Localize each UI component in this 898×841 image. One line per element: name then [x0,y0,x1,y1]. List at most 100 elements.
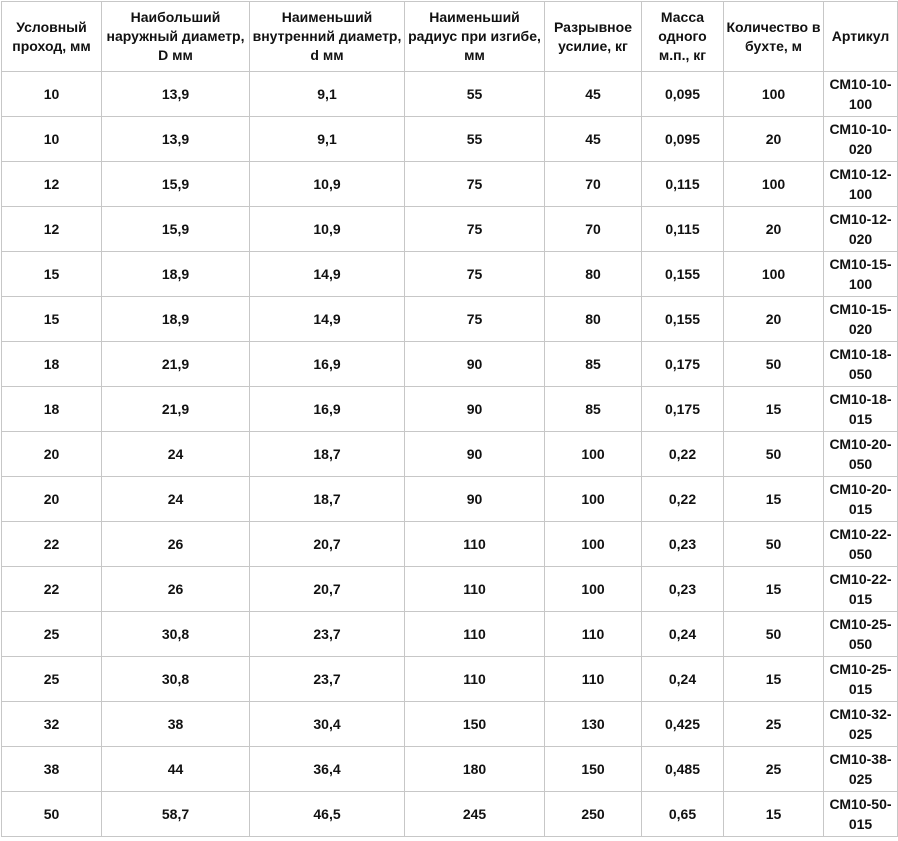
table-cell: 110 [404,521,545,567]
table-cell: 13,9 [101,71,250,117]
table-cell: 250 [544,791,642,837]
table-cell: 100 [544,476,642,522]
table-cell: 12 [1,161,102,207]
table-row: 10 13,9 9,1 55 45 0,095 100 СМ10-10-100 [1,71,898,117]
table-cell: 20 [1,476,102,522]
table-cell: 100 [723,251,824,297]
table-cell: 25 [723,701,824,747]
table-cell: 30,8 [101,656,250,702]
table-cell: 85 [544,341,642,387]
article-cell: СМ10-12-020 [823,206,898,252]
article-cell: СМ10-10-100 [823,71,898,117]
table-row: 22 26 20,7 110 100 0,23 50 СМ10-22-050 [1,521,898,567]
table-cell: 0,115 [641,206,724,252]
table-cell: 90 [404,476,545,522]
table-cell: 12 [1,206,102,252]
header-cell: Артикул [823,1,898,72]
article-cell: СМ10-18-015 [823,386,898,432]
table-cell: 100 [723,71,824,117]
table-cell: 24 [101,431,250,477]
table-row: 38 44 36,4 180 150 0,485 25 СМ10-38-025 [1,746,898,792]
table-cell: 110 [404,656,545,702]
table-cell: 110 [544,611,642,657]
table-cell: 110 [404,566,545,612]
header-cell: Наименьший внутренний диаметр, d мм [249,1,405,72]
table-cell: 26 [101,521,250,567]
table-cell: 10 [1,71,102,117]
table-cell: 38 [101,701,250,747]
table-row: 22 26 20,7 110 100 0,23 15 СМ10-22-015 [1,566,898,612]
table-cell: 0,175 [641,341,724,387]
table-cell: 75 [404,251,545,297]
table-cell: 45 [544,71,642,117]
table-cell: 0,115 [641,161,724,207]
table-cell: 22 [1,521,102,567]
table-cell: 18 [1,386,102,432]
table-cell: 100 [544,521,642,567]
table-row: 20 24 18,7 90 100 0,22 15 СМ10-20-015 [1,476,898,522]
table-cell: 20,7 [249,521,405,567]
table-cell: 21,9 [101,386,250,432]
table-cell: 150 [544,746,642,792]
table-cell: 20 [1,431,102,477]
table-cell: 100 [723,161,824,207]
table-cell: 46,5 [249,791,405,837]
table-row: 12 15,9 10,9 75 70 0,115 20 СМ10-12-020 [1,206,898,252]
table-cell: 22 [1,566,102,612]
table-cell: 30,8 [101,611,250,657]
table-cell: 0,23 [641,521,724,567]
table-cell: 80 [544,251,642,297]
table-cell: 0,155 [641,251,724,297]
table-row: 18 21,9 16,9 90 85 0,175 15 СМ10-18-015 [1,386,898,432]
table-cell: 110 [404,611,545,657]
table-cell: 18 [1,341,102,387]
article-cell: СМ10-15-100 [823,251,898,297]
article-cell: СМ10-32-025 [823,701,898,747]
table-cell: 13,9 [101,116,250,162]
article-cell: СМ10-12-100 [823,161,898,207]
table-cell: 85 [544,386,642,432]
table-row: 32 38 30,4 150 130 0,425 25 СМ10-32-025 [1,701,898,747]
article-cell: СМ10-22-015 [823,566,898,612]
table-cell: 150 [404,701,545,747]
table-cell: 55 [404,71,545,117]
table-cell: 23,7 [249,611,405,657]
table-cell: 9,1 [249,116,405,162]
table-row: 12 15,9 10,9 75 70 0,115 100 СМ10-12-100 [1,161,898,207]
table-cell: 32 [1,701,102,747]
table-cell: 0,24 [641,656,724,702]
table-row: 18 21,9 16,9 90 85 0,175 50 СМ10-18-050 [1,341,898,387]
table-cell: 25 [1,656,102,702]
table-cell: 30,4 [249,701,405,747]
table-cell: 110 [544,656,642,702]
table-cell: 15 [1,296,102,342]
table-cell: 100 [544,431,642,477]
table-cell: 14,9 [249,296,405,342]
table-cell: 25 [1,611,102,657]
table-cell: 50 [1,791,102,837]
table-cell: 20 [723,116,824,162]
table-cell: 15 [723,791,824,837]
table-cell: 75 [404,296,545,342]
table-cell: 55 [404,116,545,162]
table-row: 25 30,8 23,7 110 110 0,24 50 СМ10-25-050 [1,611,898,657]
table-cell: 50 [723,611,824,657]
header-cell: Разрывное усилие, кг [544,1,642,72]
article-cell: СМ10-18-050 [823,341,898,387]
article-cell: СМ10-20-050 [823,431,898,477]
article-cell: СМ10-38-025 [823,746,898,792]
table-cell: 50 [723,521,824,567]
table-cell: 36,4 [249,746,405,792]
table-cell: 15 [1,251,102,297]
table-body: 10 13,9 9,1 55 45 0,095 100 СМ10-10-100 10 13,9 9,… [1,71,898,837]
table-cell: 44 [101,746,250,792]
header-cell: Условный проход, мм [1,1,102,72]
table-cell: 10,9 [249,206,405,252]
table-cell: 38 [1,746,102,792]
table-cell: 0,155 [641,296,724,342]
header-cell: Наибольший наружный диаметр, D мм [101,1,250,72]
table-cell: 23,7 [249,656,405,702]
table-cell: 70 [544,161,642,207]
table-cell: 25 [723,746,824,792]
table-cell: 10 [1,116,102,162]
